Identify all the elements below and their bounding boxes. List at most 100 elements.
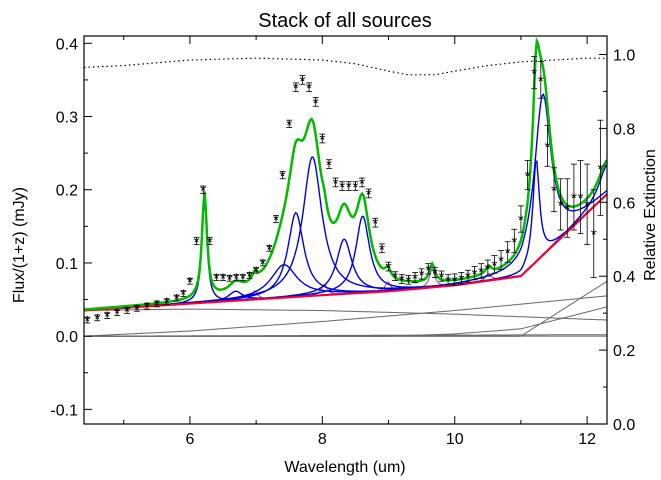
data-point: * (273, 212, 279, 229)
data-point: * (379, 241, 385, 258)
data-point: * (144, 299, 150, 316)
data-point: * (591, 227, 597, 244)
data-point: * (339, 179, 345, 196)
data-point: * (353, 179, 359, 196)
data-point: * (280, 168, 286, 185)
data-point: * (478, 264, 484, 281)
x-axis-label: Wavelength (um) (284, 459, 405, 476)
total-continuum-line (83, 193, 608, 312)
data-point: * (346, 179, 352, 196)
data-point: * (240, 271, 246, 288)
data-point: * (538, 73, 544, 90)
data-point: * (419, 267, 425, 284)
data-point: * (399, 272, 405, 289)
data-point: * (511, 234, 517, 251)
data-point: * (584, 197, 590, 214)
data-point: * (247, 268, 253, 285)
data-point: * (439, 269, 445, 286)
data-point: * (124, 304, 130, 321)
data-point: * (94, 311, 100, 328)
data-point: * (564, 201, 570, 218)
data-point: * (84, 313, 90, 330)
data-point: * (458, 271, 464, 288)
data-point: * (266, 241, 272, 258)
data-point: * (432, 265, 438, 282)
x-tick-label: 8 (318, 431, 327, 448)
data-point: * (505, 245, 511, 262)
data-point: * (405, 273, 411, 290)
y2-tick-label: 0.6 (613, 195, 635, 212)
data-point: * (359, 175, 365, 192)
data-point: * (571, 190, 577, 207)
data-point: * (286, 117, 292, 134)
continuum-component-line (84, 280, 608, 337)
data-point: * (114, 306, 120, 323)
x-tick-label: 6 (185, 431, 194, 448)
y-tick-label: 0.3 (56, 110, 78, 127)
data-point: * (551, 183, 557, 200)
data-point: * (498, 253, 504, 270)
data-point: * (164, 295, 170, 312)
data-point: * (300, 73, 306, 90)
data-point: * (180, 287, 186, 304)
data-point: * (425, 262, 431, 279)
data-point: * (313, 95, 319, 112)
y2-tick-label: 0.2 (613, 343, 635, 360)
data-point: * (392, 269, 398, 286)
data-point: * (187, 274, 193, 291)
total-fit-line (83, 36, 608, 311)
data-point: * (445, 273, 451, 290)
y2-tick-label: 1.0 (613, 47, 635, 64)
data-point: * (220, 271, 226, 288)
continuum-component-line (83, 334, 607, 337)
data-point: * (326, 157, 332, 174)
x-tick-label: 10 (446, 431, 464, 448)
data-point: * (293, 80, 299, 97)
data-point: * (200, 183, 206, 200)
extinction-curve (83, 57, 607, 76)
data-point: * (578, 190, 584, 207)
x-tick-label: 12 (578, 431, 596, 448)
data-point: * (531, 66, 537, 83)
data-point: * (485, 261, 491, 278)
data-point: * (319, 131, 325, 148)
plot-marks: * * * * * * * * * * ****** * * * * * * ****** * ***** * * * ***… (50, 35, 635, 448)
y-tick-label: -0.1 (50, 402, 78, 419)
chart-title: Stack of all sources (258, 10, 431, 32)
data-point: * (412, 271, 418, 288)
data-point: * (227, 271, 233, 288)
y-tick-label: 0.0 (56, 329, 78, 346)
y-tick-label: 0.2 (56, 183, 78, 200)
data-point: * (452, 273, 458, 290)
data-point: * (174, 291, 180, 308)
data-point: * (253, 263, 259, 280)
continuum-component-line (84, 308, 607, 321)
y2-tick-label: 0.0 (613, 417, 635, 434)
data-point: * (154, 297, 160, 314)
data-point: * (306, 80, 312, 97)
data-point: * (260, 256, 266, 273)
data-point: * (366, 186, 372, 203)
y2-tick-label: 0.8 (613, 121, 635, 138)
data-point: * (134, 301, 140, 318)
y2-axis-label: Relative Extinction (642, 149, 659, 281)
y-axis-label: Flux/(1+z) (mJy) (11, 187, 28, 303)
data-point: * (386, 260, 392, 277)
data-point: * (207, 234, 213, 251)
data-point: * (492, 257, 498, 274)
data-point: * (194, 234, 200, 251)
data-point: * (104, 309, 110, 326)
data-point: * (333, 175, 339, 192)
data-point: * (233, 271, 239, 288)
y-tick-label: 0.4 (56, 36, 78, 53)
data-point: * (597, 161, 603, 178)
y-tick-label: 0.1 (56, 256, 78, 273)
data-point: * (518, 212, 524, 229)
y2-tick-label: 0.4 (613, 269, 635, 286)
data-point: * (213, 271, 219, 288)
data-point: * (544, 139, 550, 156)
data-point: * (372, 216, 378, 233)
data-point: * (525, 168, 531, 185)
